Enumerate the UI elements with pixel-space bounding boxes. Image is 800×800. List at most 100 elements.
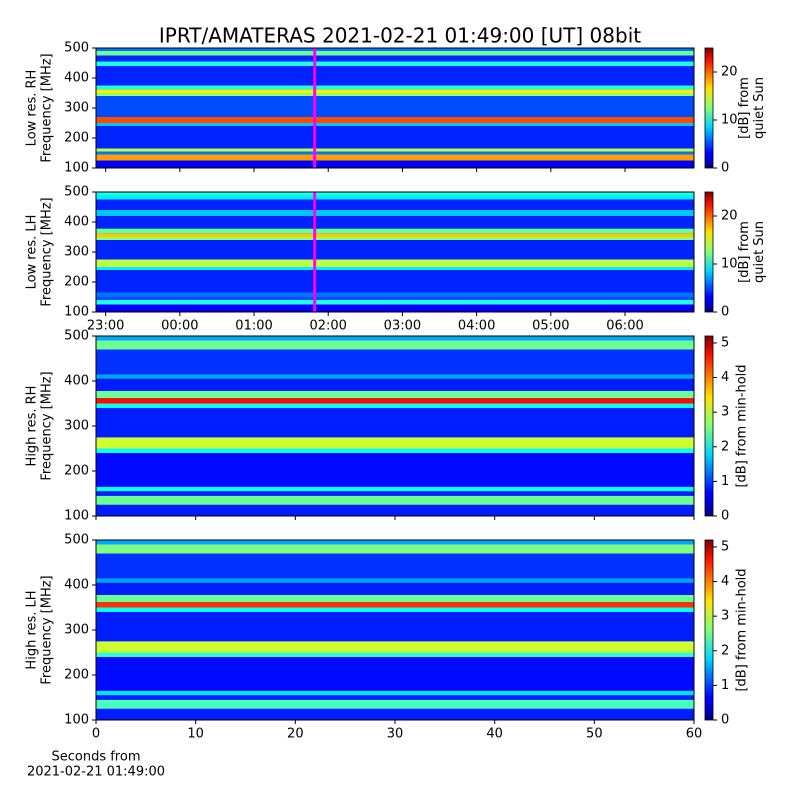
x-tick-label: 20 <box>287 727 304 742</box>
colorbar-tick-label: 0 <box>721 305 729 320</box>
spectrum-band <box>96 398 694 404</box>
spectrum-band <box>96 491 694 496</box>
spectrum-band <box>96 695 694 700</box>
spectrum-band <box>96 160 694 168</box>
spectrum-band <box>96 612 694 642</box>
y-tick-label: 100 <box>64 305 89 320</box>
y-tick-label: 200 <box>64 275 89 290</box>
y-tick-label: 200 <box>64 668 89 683</box>
spectrum-band <box>96 607 694 612</box>
spectrum-band <box>96 199 694 210</box>
colorbar-tick-label: 10 <box>721 113 738 128</box>
y-axis-label: Low res. LH <box>25 215 40 290</box>
spectrum-band <box>96 240 694 260</box>
x-tick-label: 03:00 <box>384 319 421 334</box>
spectrum-band <box>96 192 694 195</box>
x-axis-label: 2021-02-21 01:49:00 <box>27 765 165 780</box>
spectrum-band <box>96 55 694 62</box>
colorbar-label: [dB] from <box>737 77 752 139</box>
x-tick-label: 40 <box>486 727 503 742</box>
spectrum-band <box>96 195 694 200</box>
y-axis-label: Low res. RH <box>25 70 40 147</box>
y-axis-label: High res. RH <box>25 386 40 467</box>
spectrum-band <box>96 448 694 453</box>
spectrum-band <box>96 690 694 696</box>
y-tick-label: 300 <box>64 245 89 260</box>
y-tick-label: 400 <box>64 374 89 389</box>
colorbar-tick-label: 4 <box>721 370 729 385</box>
colorbar-label: [dB] from min-hold <box>735 364 750 487</box>
colorbar-tick-label: 1 <box>721 474 729 489</box>
y-tick-label: 300 <box>64 101 89 116</box>
y-axis-label: Frequency [MHz] <box>40 53 55 162</box>
spectrum-band <box>96 61 694 66</box>
spectrum-band <box>96 126 694 149</box>
spectrum-band <box>96 66 694 86</box>
spectrum-band <box>96 657 694 691</box>
colorbar-tick-label: 5 <box>721 539 729 554</box>
colorbar-tick-label: 5 <box>721 335 729 350</box>
spectrum-band <box>96 578 694 583</box>
spectrum-band <box>96 553 694 579</box>
spectrum-band <box>96 652 694 657</box>
spectrum-band <box>96 374 694 379</box>
spectrum-band <box>96 93 694 96</box>
spectrum-band <box>96 582 694 595</box>
spectrum-band <box>96 540 694 545</box>
colorbar-label: [dB] from <box>737 221 752 283</box>
x-tick-label: 50 <box>586 727 603 742</box>
spectrum-band <box>96 340 694 350</box>
x-tick-label: 23:00 <box>87 319 124 334</box>
y-tick-label: 400 <box>64 578 89 593</box>
spectrum-band <box>96 51 694 56</box>
y-tick-label: 100 <box>64 509 89 524</box>
y-tick-label: 400 <box>64 215 89 230</box>
x-tick-label: 06:00 <box>606 319 643 334</box>
colorbar-tick-label: 3 <box>721 609 729 624</box>
colorbar-tick-label: 3 <box>721 405 729 420</box>
spectrum-band <box>96 486 694 492</box>
colorbar-tick-label: 4 <box>721 574 729 589</box>
x-tick-label: 60 <box>686 727 703 742</box>
spectrum-band <box>96 233 694 237</box>
spectrum-band <box>96 148 694 152</box>
colorbar <box>704 539 714 721</box>
colorbar-tick-label: 20 <box>721 209 738 224</box>
colorbar-tick-label: 2 <box>721 643 729 658</box>
x-tick-label: 02:00 <box>309 319 346 334</box>
spectrum-band <box>96 544 694 554</box>
spectrum-band <box>96 378 694 391</box>
spectrum-band <box>96 259 694 267</box>
spectrum-band <box>96 216 694 229</box>
spectrum-band <box>96 300 694 305</box>
spectrum-band <box>96 237 694 240</box>
spectrum-band <box>96 708 694 720</box>
x-tick-label: 0 <box>92 727 100 742</box>
y-axis-label: Frequency [MHz] <box>40 575 55 684</box>
colorbar-tick-label: 10 <box>721 257 738 272</box>
spectrum-band <box>96 336 694 341</box>
spectrum-band <box>96 349 694 375</box>
y-tick-label: 100 <box>64 161 89 176</box>
figure-title: IPRT/AMATERAS 2021-02-21 01:49:00 [UT] 0… <box>159 24 641 48</box>
y-axis-label: Frequency [MHz] <box>40 197 55 306</box>
spectrum-band <box>96 123 694 126</box>
y-tick-label: 500 <box>64 329 89 344</box>
colorbar-label: [dB] from min-hold <box>735 568 750 691</box>
x-tick-label: 00:00 <box>161 319 198 334</box>
spectrum-band <box>96 641 694 653</box>
colorbar <box>704 191 714 313</box>
spectrum-band <box>96 594 694 603</box>
spectrum-band <box>96 210 694 216</box>
colorbar-tick-label: 20 <box>721 65 738 80</box>
spectrum-band <box>96 85 694 90</box>
y-axis-label: High res. LH <box>25 590 40 669</box>
x-tick-label: 04:00 <box>458 319 495 334</box>
spectrum-band <box>96 89 694 93</box>
spectrum-band <box>96 154 694 161</box>
y-tick-label: 100 <box>64 713 89 728</box>
colorbar <box>704 335 714 517</box>
x-tick-label: 10 <box>187 727 204 742</box>
spectrum-band <box>96 297 694 300</box>
